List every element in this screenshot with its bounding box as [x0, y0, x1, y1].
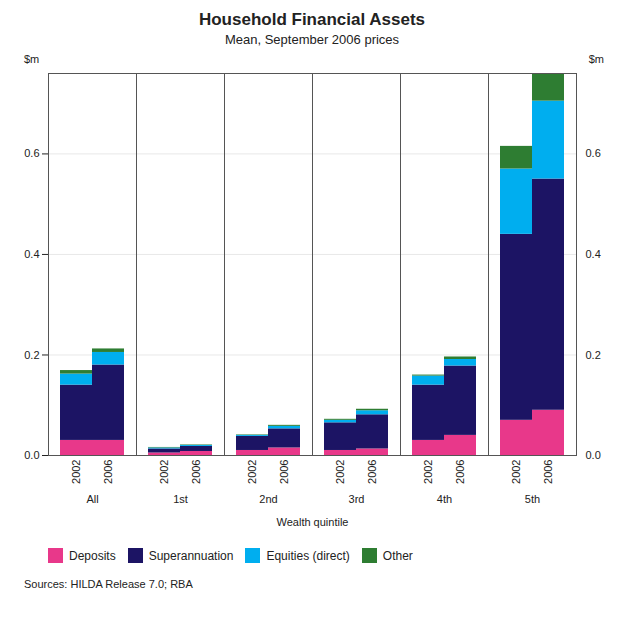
html-text:Deposits: Deposits: [69, 548, 116, 563]
svg-text:2006: 2006: [366, 460, 378, 484]
svg-text:2nd: 2nd: [259, 493, 277, 505]
svg-text:2006: 2006: [278, 460, 290, 484]
svg-text:0.4: 0.4: [24, 248, 39, 260]
html-text:Mean, September 2006 prices: Mean, September 2006 prices: [224, 32, 400, 47]
svg-text:2002: 2002: [334, 460, 346, 484]
svg-text:Wealth quintile: Wealth quintile: [277, 516, 349, 528]
svg-text:0.4: 0.4: [586, 248, 601, 260]
svg-text:All: All: [86, 493, 98, 505]
html-text:Sources: HILDA Release 7.0; RB: Sources: HILDA Release 7.0; RBA: [24, 578, 193, 590]
svg-text:2002: 2002: [422, 460, 434, 484]
html-text:Equities (direct): Equities (direct): [266, 548, 350, 563]
svg-text:4th: 4th: [437, 493, 452, 505]
html-text:Other: Other: [382, 548, 413, 563]
svg-text:2006: 2006: [190, 460, 202, 484]
svg-text:2006: 2006: [542, 460, 554, 484]
html-text:$m: $m: [588, 53, 604, 65]
svg-text:0.2: 0.2: [586, 348, 601, 360]
svg-text:2006: 2006: [454, 460, 466, 484]
svg-text:2002: 2002: [70, 460, 82, 484]
svg-text:0.0: 0.0: [24, 449, 39, 461]
svg-text:0.2: 0.2: [24, 348, 39, 360]
svg-text:3rd: 3rd: [349, 493, 365, 505]
svg-text:0.6: 0.6: [586, 147, 601, 159]
html-text:Household Financial Assets: Household Financial Assets: [199, 10, 425, 29]
svg-text:5th: 5th: [525, 493, 540, 505]
html-text:$m: $m: [24, 53, 40, 65]
svg-text:2002: 2002: [510, 460, 522, 484]
svg-text:2002: 2002: [246, 460, 258, 484]
svg-text:0.6: 0.6: [24, 147, 39, 159]
svg-text:0.0: 0.0: [586, 449, 601, 461]
svg-text:1st: 1st: [173, 493, 188, 505]
svg-text:2002: 2002: [158, 460, 170, 484]
html-text:Superannuation: Superannuation: [148, 548, 234, 563]
svg-text:2006: 2006: [102, 460, 114, 484]
